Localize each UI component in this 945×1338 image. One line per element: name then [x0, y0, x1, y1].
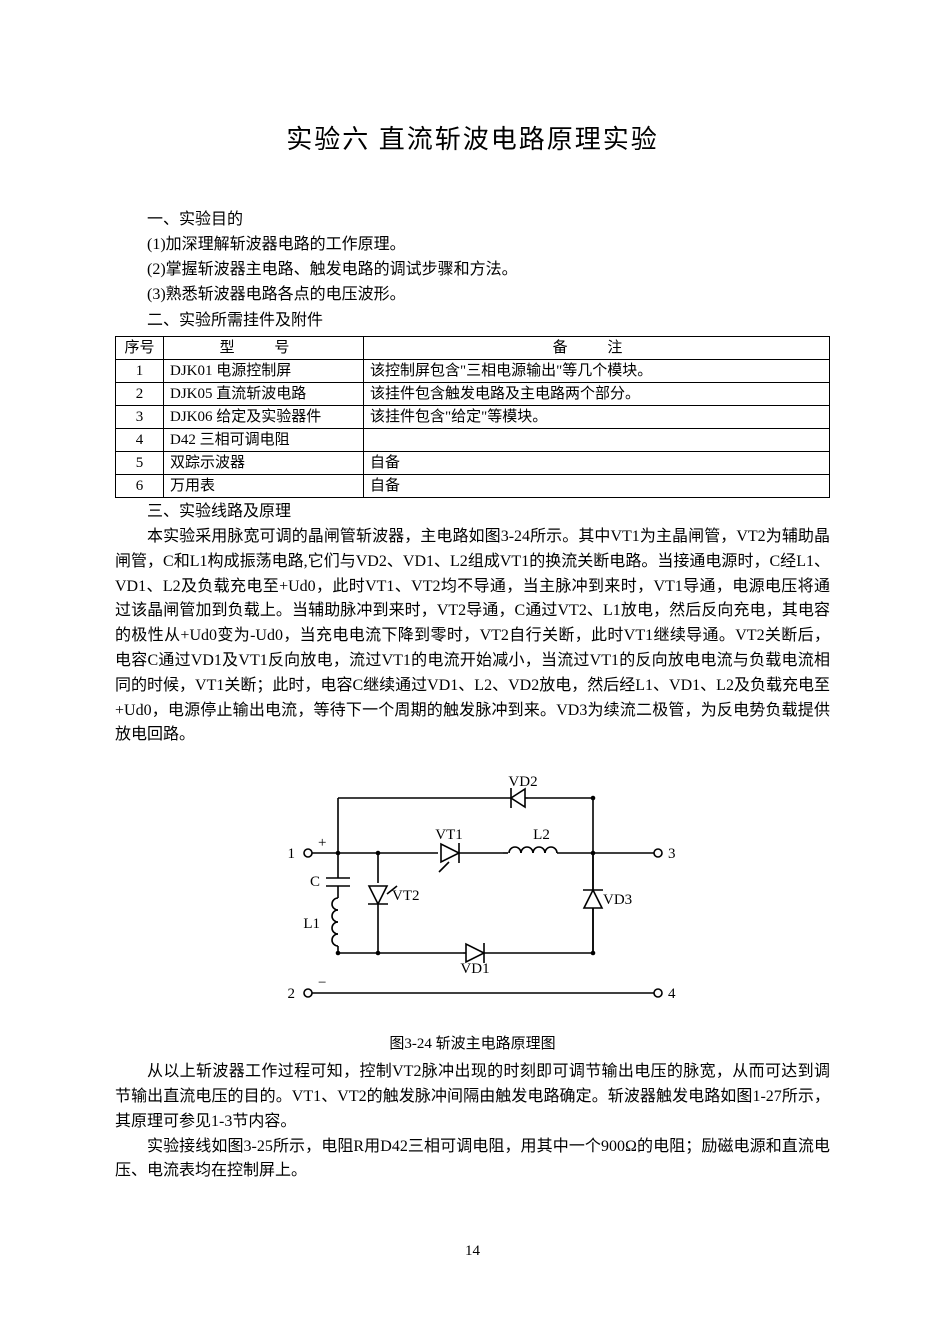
- table-header-idx: 序号: [116, 337, 164, 360]
- cell-idx: 2: [116, 383, 164, 406]
- svg-text:VD3: VD3: [603, 892, 632, 908]
- svg-text:VD1: VD1: [460, 961, 489, 977]
- table-row: 3 DJK06 给定及实验器件 该挂件包含"给定"等模块。: [116, 406, 830, 429]
- paragraph-wiring: 实验接线如图3-25所示，电阻R用D42三相可调电阻，用其中一个900Ω的电阻；…: [115, 1135, 830, 1185]
- cell-model: 万用表: [164, 475, 364, 498]
- cell-idx: 1: [116, 360, 164, 383]
- cell-model: DJK01 电源控制屏: [164, 360, 364, 383]
- purpose-item-2: (2)掌握斩波器主电路、触发电路的调试步骤和方法。: [115, 258, 830, 283]
- cell-note: 该挂件包含"给定"等模块。: [364, 406, 830, 429]
- svg-text:2: 2: [287, 986, 295, 1002]
- cell-model: DJK05 直流斩波电路: [164, 383, 364, 406]
- table-header-model: 型 号: [164, 337, 364, 360]
- cell-note: 该控制屏包含"三相电源输出"等几个模块。: [364, 360, 830, 383]
- purpose-item-1: (1)加深理解斩波器电路的工作原理。: [115, 233, 830, 258]
- paragraph-analysis: 从以上斩波器工作过程可知，控制VT2脉冲出现的时刻即可调节输出电压的脉宽，从而可…: [115, 1060, 830, 1134]
- svg-text:4: 4: [668, 986, 676, 1002]
- cell-idx: 5: [116, 452, 164, 475]
- svg-text:L2: L2: [533, 827, 550, 843]
- cell-note: 自备: [364, 475, 830, 498]
- section-heading-purpose: 一、实验目的: [115, 208, 830, 233]
- cell-idx: 3: [116, 406, 164, 429]
- purpose-item-3: (3)熟悉斩波器电路各点的电压波形。: [115, 283, 830, 308]
- figure-caption: 图3-24 斩波主电路原理图: [115, 1033, 830, 1056]
- table-row: 4 D42 三相可调电阻: [116, 429, 830, 452]
- table-row: 6 万用表 自备: [116, 475, 830, 498]
- page-number: 14: [115, 1240, 830, 1263]
- table-row: 2 DJK05 直流斩波电路 该挂件包含触发电路及主电路两个部分。: [116, 383, 830, 406]
- svg-text:C: C: [309, 874, 319, 890]
- cell-model: DJK06 给定及实验器件: [164, 406, 364, 429]
- svg-text:L1: L1: [303, 916, 320, 932]
- table-row: 1 DJK01 电源控制屏 该控制屏包含"三相电源输出"等几个模块。: [116, 360, 830, 383]
- page-title: 实验六 直流斩波电路原理实验: [115, 120, 830, 160]
- cell-idx: 6: [116, 475, 164, 498]
- cell-note: 自备: [364, 452, 830, 475]
- cell-idx: 4: [116, 429, 164, 452]
- section-heading-circuit: 三、实验线路及原理: [115, 500, 830, 525]
- paragraph-principle: 本实验采用脉宽可调的晶闸管斩波器，主电路如图3-24所示。其中VT1为主晶闸管，…: [115, 525, 830, 748]
- table-header-row: 序号 型 号 备 注: [116, 337, 830, 360]
- svg-text:VD2: VD2: [508, 774, 537, 790]
- cell-note: [364, 429, 830, 452]
- svg-text:VT2: VT2: [392, 888, 420, 904]
- svg-text:VT1: VT1: [435, 827, 463, 843]
- cell-model: D42 三相可调电阻: [164, 429, 364, 452]
- table-row: 5 双踪示波器 自备: [116, 452, 830, 475]
- svg-text:3: 3: [668, 846, 676, 862]
- svg-text:1: 1: [287, 846, 295, 862]
- chopper-circuit-svg: 1 +2 − 3 4 VD2 VT1 L2 C L1 VT2 VD1 VD3: [263, 758, 683, 1018]
- circuit-diagram: 1 +2 − 3 4 VD2 VT1 L2 C L1 VT2 VD1 VD3: [115, 758, 830, 1027]
- cell-model: 双踪示波器: [164, 452, 364, 475]
- equipment-table: 序号 型 号 备 注 1 DJK01 电源控制屏 该控制屏包含"三相电源输出"等…: [115, 336, 830, 498]
- svg-text:+: +: [318, 835, 326, 851]
- svg-text:−: −: [318, 975, 326, 991]
- section-heading-equipment: 二、实验所需挂件及附件: [115, 309, 830, 334]
- table-header-note: 备 注: [364, 337, 830, 360]
- cell-note: 该挂件包含触发电路及主电路两个部分。: [364, 383, 830, 406]
